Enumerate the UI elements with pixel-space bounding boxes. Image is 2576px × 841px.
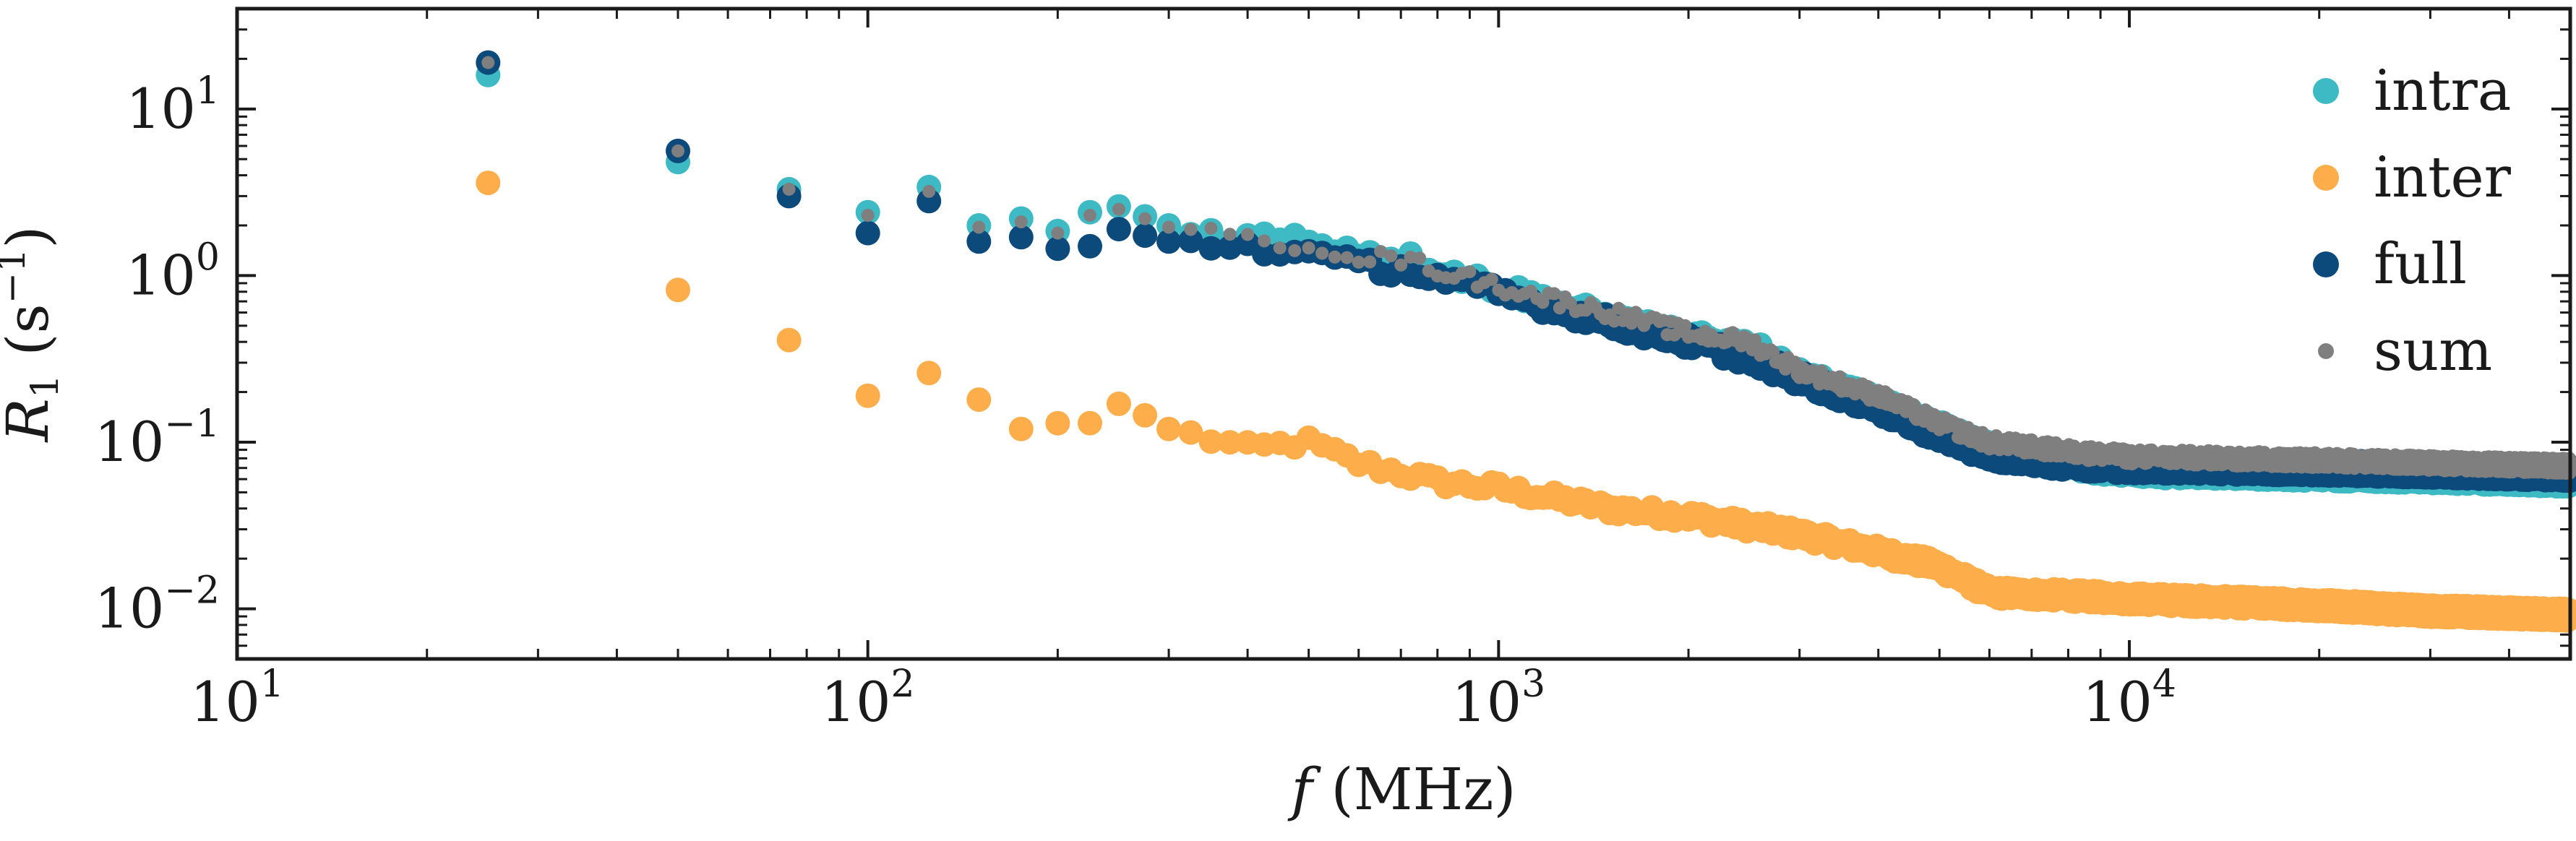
data-point-inter bbox=[476, 171, 501, 196]
data-point-full bbox=[1008, 225, 1034, 250]
data-point-inter bbox=[1045, 410, 1070, 436]
data-point-inter bbox=[916, 361, 942, 386]
data-point-inter bbox=[666, 277, 690, 303]
data-point-full bbox=[1078, 233, 1102, 259]
data-point-inter bbox=[1178, 420, 1203, 445]
data-point-full bbox=[855, 220, 880, 246]
data-point-inter bbox=[1008, 416, 1034, 441]
series-inter bbox=[476, 171, 2576, 633]
plot-area bbox=[476, 50, 2576, 633]
data-point-full bbox=[1133, 223, 1158, 249]
data-point-full bbox=[1045, 236, 1070, 262]
data-point-inter bbox=[966, 387, 992, 413]
data-point-inter bbox=[855, 383, 880, 408]
data-point-inter bbox=[1078, 410, 1102, 436]
data-point-inter bbox=[1198, 429, 1224, 454]
data-point-full bbox=[1106, 217, 1131, 242]
data-point-inter bbox=[1133, 402, 1158, 428]
data-point-inter bbox=[1156, 416, 1181, 441]
data-point-inter bbox=[1106, 391, 1131, 416]
data-point-inter bbox=[1217, 430, 1242, 455]
data-point-inter bbox=[776, 327, 802, 353]
